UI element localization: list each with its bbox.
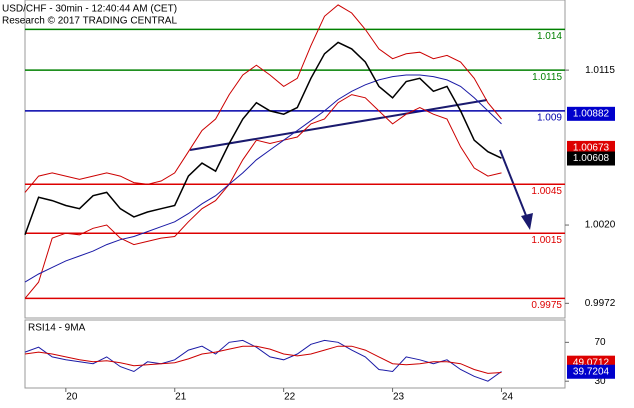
x-tick-label: 23 [393,392,405,403]
price-tag [567,140,615,155]
price-tag-label: 1.00608 [573,153,610,164]
series-line [24,94,502,299]
y-tick-label: 1.0020 [585,220,616,231]
rsi-panel [24,319,566,389]
price-tag [567,151,615,166]
trend-line [189,99,488,151]
chart-title: USD/CHF - 30min - 12:40:44 AM (CET) [2,4,177,15]
series-line [24,4,502,193]
series-line [24,345,502,374]
level-label: 1.014 [537,31,562,42]
series-line [24,339,502,382]
level-label: 1.0045 [531,186,562,197]
x-tick-label: 22 [284,392,296,403]
level-label: 1.0015 [531,235,562,246]
arrow-head [521,213,533,230]
x-tick-label: 24 [502,392,514,403]
x-tick-label: 21 [175,392,187,403]
level-label: 1.009 [537,113,562,124]
price-tag-label: 1.00673 [573,143,610,154]
y-tick-label: 0.9972 [585,298,616,309]
price-tag [567,364,615,379]
price-tag-label: 1.00882 [573,108,610,119]
series-line [24,74,502,283]
price-tag [567,106,615,121]
y-tick-label: 70 [594,337,606,348]
chart-subtitle: Research © 2017 TRADING CENTRAL [2,16,177,27]
level-label: 0.9975 [531,300,562,311]
series-line [24,41,502,236]
price-tag-label: 39.7204 [573,366,610,377]
y-tick-label: 30 [594,376,606,387]
x-tick-label: 20 [66,392,78,403]
rsi-title: RSI14 - 9MA [28,323,86,334]
y-tick-label: 1.0115 [585,65,615,76]
main-panel [24,0,566,319]
level-label: 1.0115 [532,72,562,83]
price-tag-label: 49.0712 [573,357,610,368]
